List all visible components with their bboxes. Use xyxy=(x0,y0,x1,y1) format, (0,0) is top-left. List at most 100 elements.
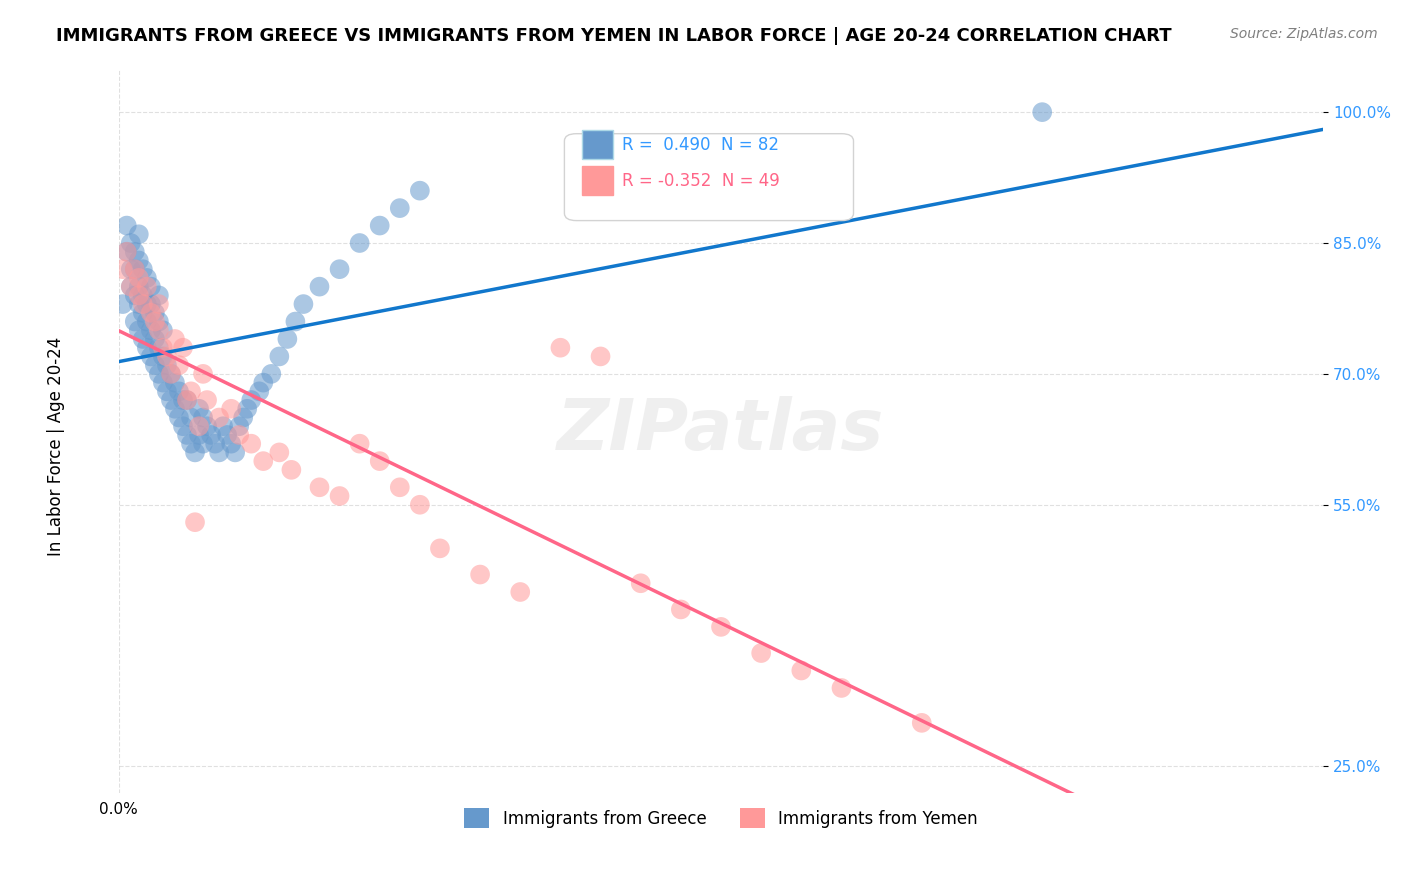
Immigrants from Yemen xyxy=(135,279,157,293)
Immigrants from Yemen xyxy=(148,323,170,337)
Immigrants from Yemen xyxy=(550,341,572,355)
Immigrants from Greece xyxy=(247,384,270,399)
Immigrants from Greece xyxy=(115,219,138,233)
Immigrants from Greece xyxy=(132,332,155,346)
Immigrants from Greece xyxy=(180,410,202,425)
Immigrants from Greece xyxy=(219,436,242,450)
Immigrants from Greece xyxy=(236,401,259,416)
Immigrants from Yemen xyxy=(115,244,138,259)
Immigrants from Greece xyxy=(388,201,411,215)
Immigrants from Yemen xyxy=(468,567,491,582)
Text: IMMIGRANTS FROM GREECE VS IMMIGRANTS FROM YEMEN IN LABOR FORCE | AGE 20-24 CORRE: IMMIGRANTS FROM GREECE VS IMMIGRANTS FRO… xyxy=(56,27,1171,45)
Immigrants from Yemen xyxy=(148,297,170,311)
Immigrants from Greece xyxy=(115,244,138,259)
Immigrants from Yemen xyxy=(132,297,155,311)
Immigrants from Yemen xyxy=(219,401,242,416)
Immigrants from Greece xyxy=(139,279,162,293)
Immigrants from Greece xyxy=(176,392,198,407)
Immigrants from Greece xyxy=(139,350,162,364)
Immigrants from Greece xyxy=(160,392,183,407)
Immigrants from Greece xyxy=(148,314,170,328)
Immigrants from Greece xyxy=(284,314,307,328)
Immigrants from Yemen xyxy=(152,341,174,355)
Immigrants from Greece xyxy=(368,219,391,233)
Bar xyxy=(582,130,613,159)
Immigrants from Greece xyxy=(308,279,330,293)
Immigrants from Greece xyxy=(139,297,162,311)
Immigrants from Greece xyxy=(128,253,150,268)
Immigrants from Yemen xyxy=(128,271,150,285)
Immigrants from Greece xyxy=(132,306,155,320)
Immigrants from Greece xyxy=(167,410,190,425)
Immigrants from Yemen xyxy=(509,585,531,599)
Immigrants from Greece xyxy=(188,401,211,416)
Immigrants from Greece xyxy=(195,419,218,434)
Immigrants from Yemen xyxy=(790,664,813,678)
Immigrants from Greece xyxy=(329,262,352,277)
Immigrants from Greece xyxy=(135,297,157,311)
Immigrants from Greece xyxy=(128,279,150,293)
Immigrants from Yemen xyxy=(308,480,330,494)
Immigrants from Greece xyxy=(409,184,432,198)
Immigrants from Greece xyxy=(152,376,174,390)
Immigrants from Greece xyxy=(128,323,150,337)
Immigrants from Greece xyxy=(163,376,186,390)
Immigrants from Yemen xyxy=(280,463,302,477)
Immigrants from Yemen xyxy=(830,681,852,695)
Immigrants from Greece xyxy=(135,341,157,355)
Legend: Immigrants from Greece, Immigrants from Yemen: Immigrants from Greece, Immigrants from … xyxy=(457,801,984,835)
Text: R =  0.490  N = 82: R = 0.490 N = 82 xyxy=(623,136,779,153)
Immigrants from Yemen xyxy=(167,358,190,372)
Immigrants from Greece xyxy=(224,445,246,459)
Immigrants from Greece xyxy=(152,323,174,337)
Immigrants from Yemen xyxy=(195,392,218,407)
Immigrants from Yemen xyxy=(911,715,934,730)
Immigrants from Greece xyxy=(128,227,150,242)
Immigrants from Greece xyxy=(188,428,211,442)
Immigrants from Greece xyxy=(292,297,315,311)
Immigrants from Yemen xyxy=(156,350,179,364)
Immigrants from Greece xyxy=(200,428,222,442)
Immigrants from Yemen xyxy=(228,428,250,442)
Immigrants from Yemen xyxy=(669,602,692,616)
Immigrants from Greece xyxy=(184,445,207,459)
Immigrants from Greece xyxy=(167,384,190,399)
Immigrants from Greece xyxy=(180,436,202,450)
Immigrants from Yemen xyxy=(184,515,207,529)
Immigrants from Yemen xyxy=(589,350,612,364)
Immigrants from Greece xyxy=(228,419,250,434)
Immigrants from Yemen xyxy=(252,454,274,468)
Immigrants from Greece xyxy=(172,392,194,407)
Immigrants from Greece xyxy=(132,288,155,302)
Immigrants from Greece xyxy=(111,297,134,311)
Immigrants from Greece xyxy=(163,401,186,416)
Immigrants from Greece xyxy=(152,350,174,364)
Immigrants from Greece xyxy=(128,297,150,311)
Immigrants from Yemen xyxy=(120,279,142,293)
Immigrants from Greece xyxy=(143,358,166,372)
Text: In Labor Force | Age 20-24: In Labor Force | Age 20-24 xyxy=(48,336,65,556)
Immigrants from Yemen xyxy=(368,454,391,468)
Immigrants from Yemen xyxy=(176,392,198,407)
Immigrants from Yemen xyxy=(269,445,291,459)
Immigrants from Greece xyxy=(132,262,155,277)
Text: R = -0.352  N = 49: R = -0.352 N = 49 xyxy=(623,172,780,190)
Immigrants from Greece xyxy=(160,367,183,381)
Immigrants from Greece xyxy=(120,279,142,293)
Immigrants from Greece xyxy=(212,419,235,434)
Immigrants from Greece xyxy=(143,332,166,346)
Immigrants from Greece xyxy=(156,358,179,372)
Immigrants from Yemen xyxy=(188,419,211,434)
Immigrants from Greece xyxy=(191,436,214,450)
Immigrants from Greece xyxy=(135,271,157,285)
Immigrants from Yemen xyxy=(208,410,231,425)
Immigrants from Greece xyxy=(172,419,194,434)
Immigrants from Yemen xyxy=(139,306,162,320)
Immigrants from Yemen xyxy=(172,341,194,355)
Immigrants from Greece xyxy=(260,367,283,381)
Immigrants from Greece xyxy=(135,314,157,328)
Immigrants from Yemen xyxy=(163,332,186,346)
Immigrants from Greece xyxy=(120,262,142,277)
Immigrants from Yemen xyxy=(180,384,202,399)
FancyBboxPatch shape xyxy=(564,134,853,220)
